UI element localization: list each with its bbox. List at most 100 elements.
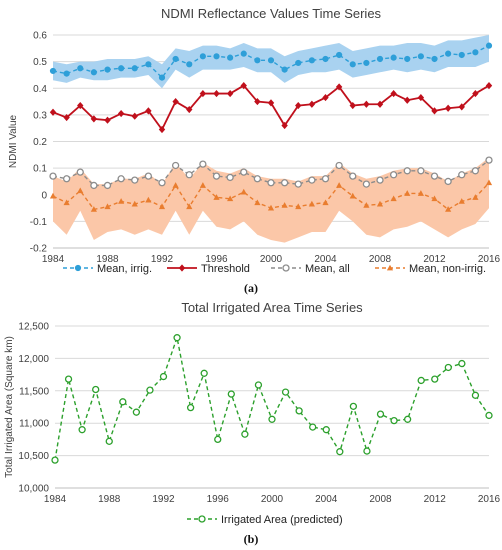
data-point	[62, 175, 71, 183]
data-point	[349, 61, 356, 68]
legend-label: Mean, irrig.	[97, 263, 152, 275]
x-tick-label: 1992	[152, 494, 175, 505]
x-tick-label: 1988	[98, 494, 121, 505]
data-point	[308, 176, 316, 184]
legend-marker	[178, 264, 186, 272]
chart-title: NDMI Reflectance Values Time Series	[161, 6, 382, 21]
data-point	[349, 172, 357, 180]
data-point	[363, 447, 371, 455]
data-point	[268, 415, 276, 423]
data-point	[363, 202, 370, 208]
data-point	[404, 96, 411, 104]
data-point	[417, 53, 424, 60]
data-point	[200, 369, 208, 377]
data-point	[295, 203, 302, 210]
data-point	[404, 190, 411, 196]
data-point	[472, 89, 479, 98]
data-point	[90, 115, 98, 123]
data-point	[376, 200, 384, 207]
data-point	[295, 101, 302, 110]
data-point	[145, 107, 152, 115]
x-tick-label: 1988	[96, 254, 119, 265]
data-point	[472, 49, 479, 56]
data-point	[336, 182, 343, 188]
data-point	[308, 200, 315, 207]
data-point	[158, 74, 166, 81]
data-point	[77, 65, 84, 72]
data-point	[158, 179, 166, 187]
data-point	[267, 99, 275, 107]
data-point	[390, 89, 397, 98]
data-point	[308, 57, 315, 64]
ndmi-chart: NDMI Reflectance Values Time Series -0.2 -…	[8, 6, 501, 275]
data-point	[212, 172, 221, 180]
data-point	[281, 388, 290, 396]
series-line	[54, 334, 490, 461]
data-point	[117, 175, 125, 183]
data-point	[226, 173, 234, 182]
data-point	[267, 57, 275, 64]
x-tick-label: 2012	[423, 254, 446, 265]
y-tick-label: 0.6	[33, 31, 47, 42]
data-point	[90, 69, 97, 76]
x-tick-label: 1996	[205, 254, 228, 265]
data-point	[349, 192, 356, 199]
data-point	[281, 121, 288, 130]
data-point	[485, 81, 493, 90]
series-line	[52, 84, 490, 132]
y-tick-label: 11,000	[19, 419, 49, 430]
data-point	[376, 176, 384, 184]
data-point	[49, 192, 57, 199]
legend-label: Irrigated Area (predicted)	[221, 514, 343, 526]
x-tick-label: 1984	[42, 254, 65, 265]
data-point	[267, 179, 275, 187]
data-point	[172, 55, 179, 63]
data-point	[63, 70, 70, 77]
x-tick-label: 1996	[207, 494, 230, 505]
y-tick-label: -0.1	[30, 217, 48, 228]
data-point	[227, 195, 234, 202]
data-point	[295, 59, 302, 67]
data-point	[253, 175, 262, 183]
data-point	[335, 83, 343, 91]
legend: Irrigated Area (predicted)	[187, 514, 343, 526]
data-point	[240, 188, 247, 195]
data-point	[131, 65, 138, 72]
data-point	[281, 202, 288, 208]
data-point	[227, 54, 234, 61]
data-point	[376, 410, 385, 418]
data-point	[63, 113, 70, 122]
data-point	[104, 203, 111, 210]
y-tick-label: 0	[41, 190, 47, 201]
data-point	[186, 203, 193, 210]
data-point	[376, 55, 384, 63]
legend-marker	[74, 264, 82, 272]
data-point	[103, 181, 112, 190]
x-tick-label: 1992	[151, 254, 174, 265]
data-point	[171, 161, 180, 170]
x-tick-label: 2008	[369, 494, 392, 505]
data-point	[363, 100, 370, 108]
data-point	[321, 175, 330, 183]
x-tick-label: 1984	[44, 494, 67, 505]
data-point	[254, 97, 261, 106]
data-point	[389, 171, 398, 179]
data-point	[49, 67, 57, 75]
legend-marker	[198, 515, 206, 523]
y-tick-label: -0.2	[30, 244, 48, 255]
data-point	[159, 372, 168, 381]
data-point	[185, 171, 193, 179]
data-point	[458, 103, 465, 111]
data-point	[336, 51, 343, 59]
data-point	[322, 426, 330, 434]
data-point	[431, 55, 438, 63]
data-point	[254, 381, 263, 389]
data-point	[308, 100, 316, 108]
series-a-2	[49, 156, 493, 190]
data-point	[417, 190, 424, 196]
y-axis-label: NDMI Value	[8, 114, 19, 168]
data-point	[92, 385, 100, 394]
y-tick-label: 12,000	[18, 354, 49, 365]
data-point	[77, 187, 84, 194]
data-point	[172, 182, 179, 188]
